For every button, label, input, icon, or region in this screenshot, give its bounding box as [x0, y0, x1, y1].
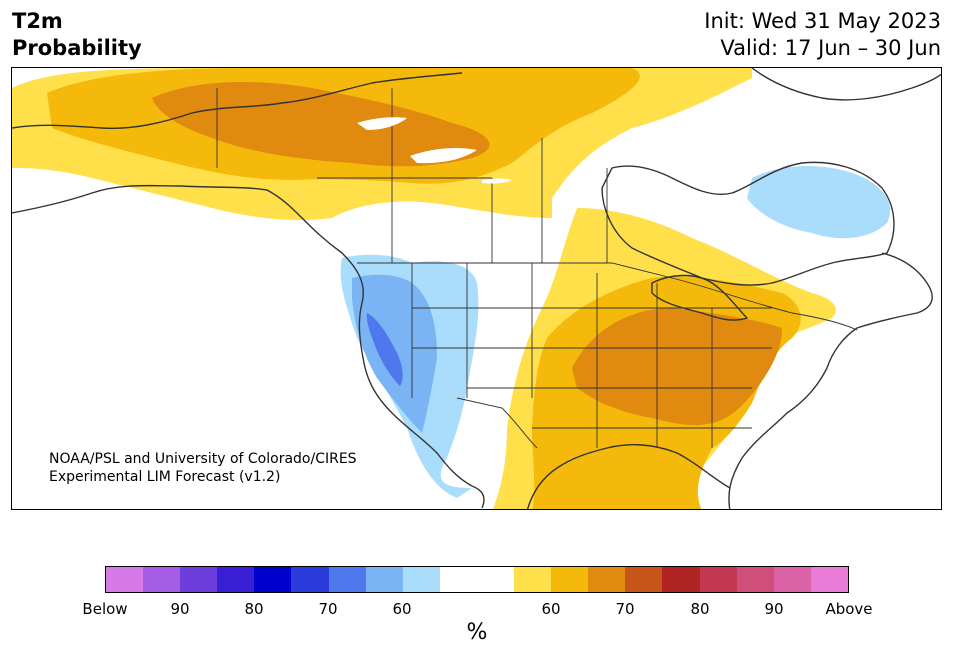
colorbar-segment [514, 567, 552, 592]
great-slave-lake [410, 148, 477, 164]
colorbar-segment [328, 567, 366, 592]
colorbar-tick-label: 70 [615, 600, 635, 618]
colorbar-segment [476, 567, 515, 592]
region-east-above-80 [572, 308, 782, 426]
init-date: Init: Wed 31 May 2023 [704, 9, 941, 33]
colorbar-segment [402, 567, 440, 592]
colorbar-segment [551, 567, 589, 592]
alaska-coast [12, 184, 485, 509]
greenland-coast [751, 68, 941, 101]
gulf-coast [526, 444, 731, 509]
colorbar-segment [588, 567, 626, 592]
colorbar-units: % [466, 620, 488, 645]
colorbar-tick-label: 60 [541, 600, 561, 618]
colorbar-tick-label: 60 [392, 600, 412, 618]
political-borders [216, 88, 858, 449]
colorbar-segment [736, 567, 774, 592]
colorbar-segment [143, 567, 181, 592]
us-states [411, 263, 772, 448]
colorbar-segment [180, 567, 218, 592]
valid-range: Valid: 17 Jun – 30 Jun [720, 36, 941, 60]
colorbar-tick-label: Below [82, 600, 128, 618]
credit-line-2: Experimental LIM Forecast (v1.2) [49, 469, 281, 485]
colorbar-segment [662, 567, 700, 592]
interior-lakes [357, 117, 512, 184]
great-bear-lake [357, 117, 407, 130]
hudson-bay [601, 161, 895, 286]
colorbar-tick-label: 90 [764, 600, 784, 618]
colorbar-tick-label: 80 [690, 600, 710, 618]
great-lakes [651, 274, 748, 321]
colorbar-segment [217, 567, 255, 592]
colorbar-segment [106, 567, 144, 592]
probability-fills [12, 68, 891, 509]
colorbar-segment [254, 567, 292, 592]
credit-line-1: NOAA/PSL and University of Colorado/CIRE… [49, 451, 357, 467]
region-canada-above-80 [152, 82, 490, 167]
date-info: Init: Wed 31 May 2023 Valid: 17 Jun – 30… [704, 8, 941, 62]
east-coast [728, 252, 933, 509]
map-title: T2m Probability [12, 8, 142, 62]
colorbar-segment [773, 567, 811, 592]
us-mexico-border [456, 397, 538, 449]
colorbar-segment [625, 567, 663, 592]
arctic-coast [12, 72, 463, 130]
colorbar-segment [699, 567, 737, 592]
forecast-credit: NOAA/PSL and University of Colorado/CIRE… [49, 450, 357, 486]
map-canvas [12, 68, 941, 509]
colorbar-tick-label: Above [825, 600, 873, 618]
lake-athabasca [482, 178, 512, 184]
probability-colorbar [105, 566, 849, 593]
colorbar-tick-label: 90 [170, 600, 190, 618]
us-canada-border [357, 262, 858, 331]
colorbar-segment [810, 567, 848, 592]
region-hudson-below-60 [747, 166, 891, 239]
canada-provinces [317, 88, 608, 263]
title-line-2: Probability [12, 36, 142, 60]
colorbar-tick-label: 80 [244, 600, 264, 618]
map-panel [11, 67, 942, 510]
coastlines [12, 68, 941, 509]
colorbar-segment [291, 567, 329, 592]
colorbar-segment [365, 567, 403, 592]
region-california-below-80 [366, 313, 403, 386]
title-line-1: T2m [12, 9, 63, 33]
colorbar-tick-label: 70 [318, 600, 338, 618]
colorbar-segment [439, 567, 477, 592]
